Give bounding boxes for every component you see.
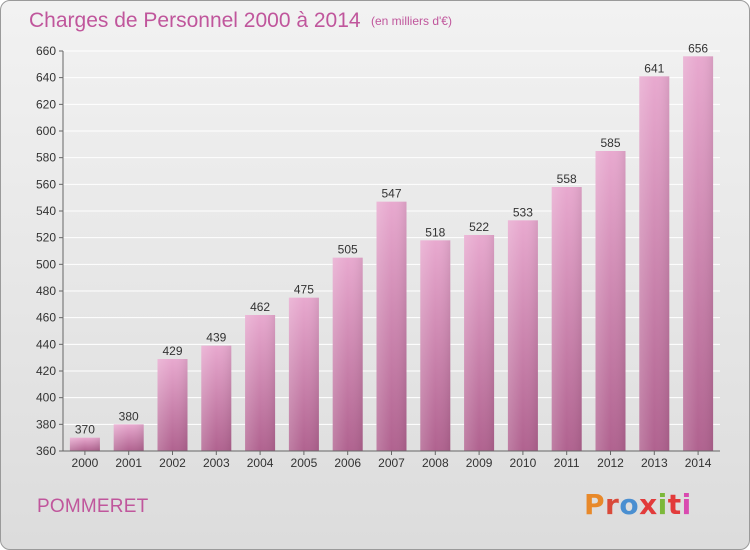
logo-letter: P	[584, 488, 606, 521]
commune-name: POMMERET	[37, 496, 149, 517]
y-tick-label: 480	[36, 284, 56, 298]
bar-shading	[683, 56, 714, 451]
logo-letter: t	[667, 488, 682, 521]
x-tick-label: 2013	[641, 456, 668, 470]
x-axis: 2000 2001 2002 2003 2004 2005 2006 2007 2008 2009…	[63, 450, 720, 470]
bar-shading	[376, 201, 407, 451]
x-tick-label: 2001	[115, 456, 142, 470]
x-tick-label: 2003	[203, 456, 230, 470]
bar-shading	[639, 76, 670, 451]
bar-shading	[507, 220, 538, 451]
chart-subtitle: (en milliers d'€)	[371, 14, 452, 28]
logo-letter: r	[605, 488, 620, 521]
logo-letter: i	[681, 488, 692, 521]
bar-shading	[464, 235, 495, 451]
data-label: 656	[688, 41, 708, 55]
bar-shading	[595, 151, 626, 451]
data-label: 518	[425, 225, 445, 239]
data-label: 505	[338, 243, 358, 257]
bar-shading	[69, 437, 100, 451]
data-label: 547	[381, 187, 401, 201]
y-tick-label: 500	[36, 257, 56, 271]
data-label: 429	[162, 344, 182, 358]
data-label: 462	[250, 300, 270, 314]
y-tick-label: 640	[36, 71, 56, 85]
x-tick-label: 2006	[334, 456, 361, 470]
bar-shading	[551, 187, 582, 451]
x-tick-label: 2007	[378, 456, 405, 470]
data-label: 585	[600, 136, 620, 150]
x-tick-label: 2008	[422, 456, 449, 470]
bar-shading	[201, 345, 232, 451]
data-label: 380	[119, 409, 139, 423]
y-axis: 360 380 400 420 440 460 480 500 520 540 560 580 600 6…	[36, 44, 64, 458]
data-label: 475	[294, 283, 314, 297]
y-tick-label: 380	[36, 417, 56, 431]
y-tick-label: 440	[36, 337, 56, 351]
bar-shading	[288, 297, 319, 451]
proxiti-logo[interactable]: Proxiti	[584, 488, 692, 521]
y-tick-label: 520	[36, 231, 56, 245]
data-label: 439	[206, 331, 226, 345]
x-tick-label: 2009	[466, 456, 493, 470]
bar-shading	[113, 424, 144, 451]
y-tick-label: 620	[36, 97, 56, 111]
chart-title: Charges de Personnel 2000 à 2014	[29, 9, 361, 32]
y-tick-label: 560	[36, 177, 56, 191]
data-label: 641	[644, 61, 664, 75]
data-label: 558	[557, 172, 577, 186]
y-tick-label: 460	[36, 311, 56, 325]
bar-shading	[157, 359, 188, 451]
bars: 370 380 429 439 462 475 505 547 518 522 533 558 585 6…	[69, 41, 714, 451]
logo-letter: o	[619, 488, 640, 521]
y-tick-label: 660	[36, 44, 56, 58]
x-tick-label: 2014	[685, 456, 712, 470]
bar-shading	[420, 240, 451, 451]
bar-shading	[332, 257, 363, 451]
x-tick-label: 2004	[247, 456, 274, 470]
x-tick-label: 2000	[72, 456, 99, 470]
x-tick-label: 2010	[510, 456, 537, 470]
y-tick-label: 580	[36, 151, 56, 165]
x-tick-label: 2011	[554, 456, 580, 470]
y-tick-label: 600	[36, 124, 56, 138]
data-label: 370	[75, 423, 95, 437]
bar-shading	[245, 315, 276, 451]
y-tick-label: 420	[36, 364, 56, 378]
x-tick-label: 2012	[597, 456, 624, 470]
x-tick-label: 2002	[159, 456, 186, 470]
logo-letter: x	[639, 488, 658, 521]
data-label: 522	[469, 220, 489, 234]
y-tick-label: 360	[36, 444, 56, 458]
logo-letter: i	[657, 488, 668, 521]
y-tick-label: 400	[36, 391, 56, 405]
x-tick-label: 2005	[291, 456, 318, 470]
y-tick-label: 540	[36, 204, 56, 218]
data-label: 533	[513, 205, 533, 219]
